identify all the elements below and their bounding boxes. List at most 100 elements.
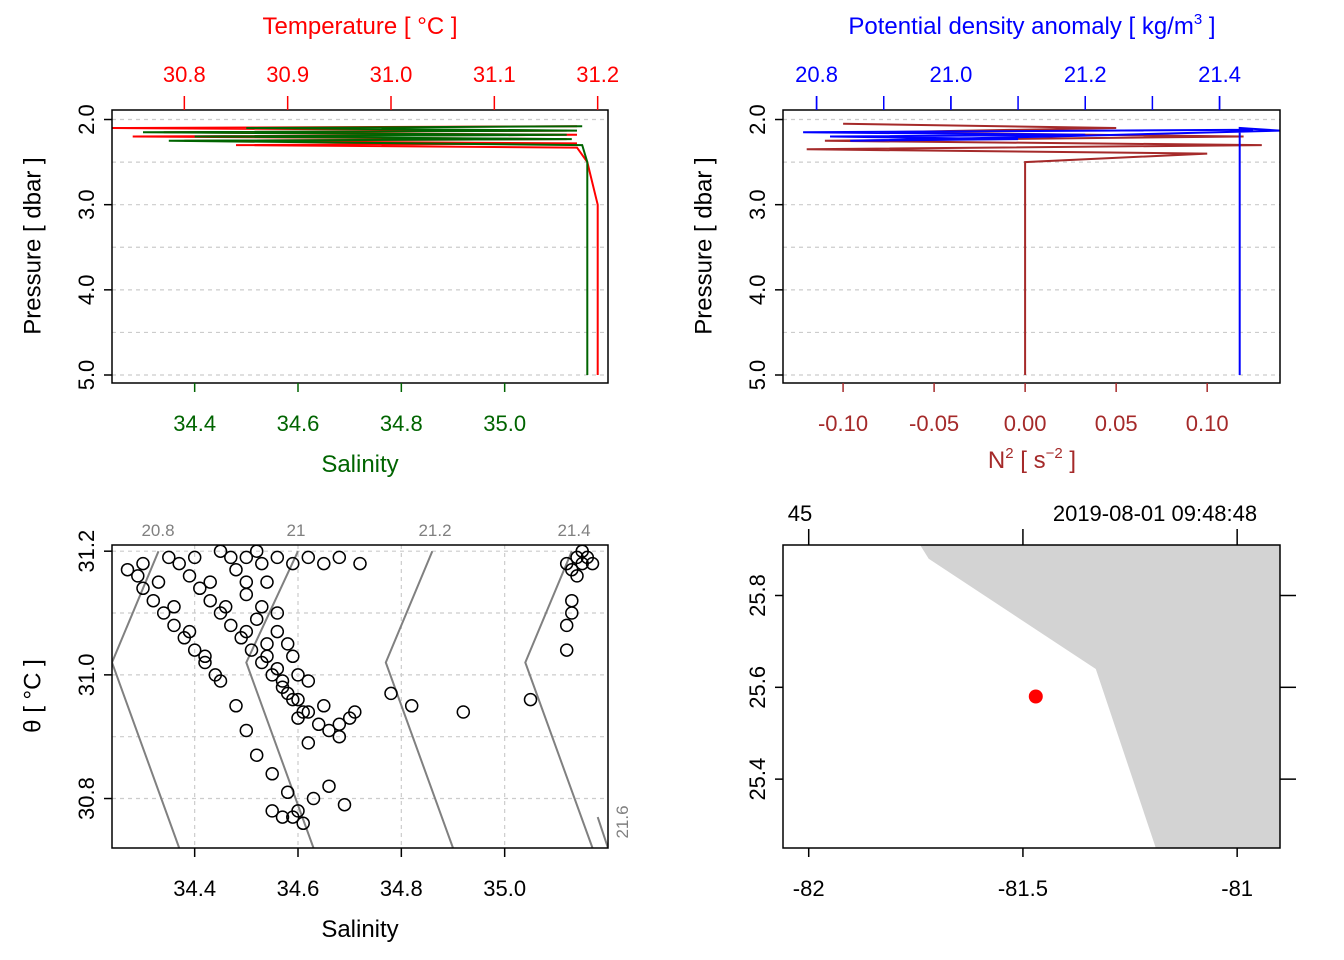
ts-point (270, 606, 285, 620)
n2-tick-label: 0.10 (1186, 411, 1229, 436)
ts-point (291, 668, 305, 682)
density-tick-label: 21.0 (929, 62, 972, 87)
ts-point (353, 556, 367, 571)
density-tick-label: 21.2 (1064, 62, 1107, 87)
density-line (803, 126, 1280, 375)
salinity-axis-label: Salinity (321, 916, 398, 943)
ts-point (523, 692, 538, 707)
isopycnal-label: 21.2 (418, 521, 451, 540)
isopycnal-line (596, 816, 608, 848)
salinity-tick-label: 34.4 (173, 411, 216, 436)
ts-point (565, 606, 579, 620)
ts-point (270, 550, 285, 565)
ts-point (213, 674, 228, 688)
ts-point (213, 606, 228, 620)
lon-tick-label: -82 (793, 876, 825, 901)
lat-tick-label: 25.6 (745, 666, 770, 709)
density-axis-label: Potential density anomaly [ kg/m3 ] (848, 11, 1215, 40)
ts-point (332, 717, 347, 732)
isopycnal-label: 21 (287, 521, 306, 540)
theta-tick-label: 30.8 (74, 777, 99, 820)
ts-point (296, 705, 310, 719)
ts-point (286, 692, 300, 707)
ts-point (182, 624, 197, 639)
pressure-tick-label: 4.0 (74, 275, 99, 306)
ts-point (286, 649, 300, 664)
station-marker (1028, 689, 1043, 704)
salinity-tick-label: 34.6 (277, 876, 320, 901)
isopycnal-label: 21.4 (557, 521, 590, 540)
ts-point (275, 810, 290, 824)
temperature-tick-label: 31.2 (576, 62, 619, 87)
salinity-axis-label: Salinity (321, 451, 398, 478)
ts-point (348, 705, 362, 719)
ts-point (203, 575, 217, 589)
n2-tick-label: 0.00 (1004, 411, 1047, 436)
ts-point (167, 618, 181, 633)
ts-point (198, 649, 212, 664)
temperature-tick-label: 30.8 (163, 62, 206, 87)
pressure-tick-label: 3.0 (745, 189, 770, 220)
ts-point (203, 593, 217, 608)
ts-point (239, 550, 254, 565)
n2-tick-label: -0.05 (909, 411, 959, 436)
lat-tick-label: 25.8 (745, 574, 770, 617)
pressure-tick-label: 5.0 (745, 360, 770, 391)
ts-point (167, 600, 181, 614)
ts-point (265, 767, 279, 781)
ts-point (224, 618, 238, 633)
temperature-line (112, 125, 599, 375)
ts-point (172, 556, 186, 571)
ts-point (570, 569, 584, 583)
temperature-tick-label: 31.1 (473, 62, 516, 87)
theta-tick-label: 31.2 (74, 530, 99, 573)
lon-tick-label: -81.5 (998, 876, 1048, 901)
ts-point (275, 680, 290, 694)
theta-tick-label: 31.0 (74, 653, 99, 696)
ts-point (239, 575, 254, 589)
ts-points (120, 545, 600, 831)
plot-frame (782, 109, 1281, 384)
ts-point (404, 699, 419, 713)
ts-point (151, 575, 166, 589)
pressure-tick-label: 4.0 (745, 275, 770, 306)
ts-point (332, 550, 347, 565)
ts-point (559, 643, 574, 657)
ts-point (337, 797, 352, 812)
ts-point (270, 624, 285, 639)
ts-point (239, 723, 254, 738)
isopycnal-label: 20.8 (141, 521, 174, 540)
ts-profile-panel: 2.0 3.0 4.0 5.0 30.8 30.9 31.0 31.1 31.2 34.4 34.6… (19, 13, 619, 478)
temperature-axis-label: Temperature [ °C ] (263, 13, 458, 40)
ts-point (317, 556, 331, 571)
ts-point (234, 631, 248, 645)
ts-point (296, 816, 310, 831)
ts-point (162, 550, 176, 565)
isopycnal-line (524, 550, 594, 848)
ts-point (136, 581, 150, 596)
ts-point (291, 692, 305, 707)
station-time-label: 2019-08-01 09:48:48 (1053, 501, 1257, 526)
theta-axis-label: θ [ °C ] (19, 659, 46, 733)
ts-point (322, 779, 336, 793)
ts-point (322, 723, 336, 738)
ts-point (244, 643, 259, 657)
density-tick-label: 21.4 (1198, 62, 1241, 87)
ts-point (229, 699, 243, 713)
lon-tick-label: -81 (1221, 876, 1253, 901)
salinity-tick-label: 35.0 (483, 876, 526, 901)
ts-point (255, 600, 269, 614)
ts-point (565, 593, 579, 608)
ts-point (384, 686, 398, 701)
ts-point (301, 550, 316, 565)
lat-tick-label: 25.4 (745, 758, 770, 801)
n2-tick-label: 0.05 (1095, 411, 1138, 436)
n2-line (806, 122, 1262, 375)
ts-point (317, 699, 331, 713)
salinity-tick-label: 35.0 (483, 411, 526, 436)
plot-frame (782, 544, 1281, 849)
ts-point (286, 810, 300, 824)
ts-point (265, 668, 279, 682)
pressure-tick-label: 3.0 (74, 189, 99, 220)
ts-point (260, 575, 274, 589)
